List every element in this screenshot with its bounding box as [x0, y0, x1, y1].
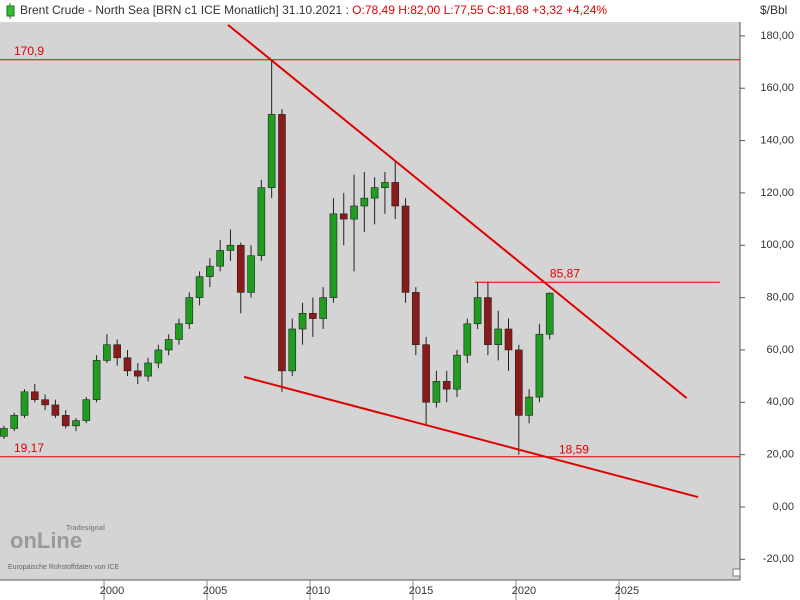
y-tick-label: 20,00 [766, 449, 794, 461]
candle-body [350, 205, 358, 220]
y-tick-label: -20,00 [763, 553, 794, 565]
candle-body [236, 244, 245, 293]
y-tick-label: 180,00 [760, 30, 794, 42]
candle-body [309, 313, 317, 319]
candle-body [92, 360, 101, 400]
candle-body [216, 250, 224, 267]
watermark-brand: Tradesignal [66, 525, 105, 532]
candle-body [113, 344, 121, 359]
trend-line [227, 24, 688, 399]
candle-body [31, 391, 39, 400]
candle-body [515, 349, 523, 416]
chart-title: Brent Crude - North Sea [BRN c1 ICE Mona… [20, 3, 349, 17]
candle-body [391, 182, 400, 207]
level-label: 18,59 [559, 442, 589, 456]
candle-body [339, 213, 348, 220]
level-label: 85,87 [550, 266, 580, 280]
candle-body [432, 381, 441, 403]
candle-body [144, 362, 152, 377]
x-tick-label: 2020 [512, 585, 536, 597]
candle-body [298, 313, 307, 330]
candle-body [453, 354, 461, 390]
candle-body [226, 244, 235, 251]
candle-body [484, 297, 492, 346]
candle-body [0, 428, 8, 437]
watermark-logo: onLine [10, 528, 82, 553]
y-unit: $/Bbl [760, 3, 787, 17]
candle-body [412, 292, 420, 346]
candle-body [103, 344, 111, 361]
candle-body [442, 381, 451, 390]
plot-area [0, 22, 740, 580]
candle-body [319, 297, 327, 319]
candle-body [257, 187, 266, 257]
y-tick-label: 40,00 [766, 396, 794, 408]
candle-body [51, 404, 60, 416]
candle-body [422, 344, 430, 403]
watermark-source: Europäische Rohstoffdaten von ICE [8, 564, 119, 571]
candle-body [154, 349, 163, 364]
candle-body [535, 333, 544, 398]
candle-body [123, 357, 132, 372]
candle-body [164, 339, 173, 351]
header: Brent Crude - North Sea [BRN c1 ICE Mona… [20, 3, 607, 17]
y-tick-label: 0,00 [773, 501, 794, 513]
watermark: Tradesignal onLine Europäische Rohstoffd… [8, 525, 119, 571]
candle-body [267, 114, 276, 188]
header-icon [6, 3, 15, 19]
candle-body [20, 391, 29, 416]
corner-button[interactable] [732, 568, 741, 577]
candle-body [463, 323, 472, 356]
candle-body [278, 114, 286, 372]
candle-body [41, 399, 49, 406]
candle-body [82, 399, 91, 421]
candle-body [545, 292, 554, 335]
candle-body [370, 187, 379, 199]
candle-body [175, 323, 183, 340]
candle-body [133, 370, 142, 377]
x-tick-label: 2010 [306, 585, 330, 597]
candle-body [473, 297, 482, 325]
candle-body [61, 415, 70, 427]
candle-body [206, 265, 214, 277]
candle-body [504, 328, 513, 351]
level-label: 170,9 [14, 44, 44, 58]
x-tick-label: 2015 [409, 585, 433, 597]
candle-body [288, 328, 297, 372]
level-label: 19,17 [14, 441, 44, 455]
candle-body [360, 197, 369, 207]
candle-body [10, 415, 19, 429]
candle-body [525, 396, 533, 416]
candle-body [381, 182, 389, 188]
y-tick-label: 100,00 [760, 239, 794, 251]
candle-body [329, 213, 338, 298]
candle-body [494, 328, 503, 346]
x-tick-label: 2025 [615, 585, 639, 597]
candle-body [401, 205, 410, 293]
y-tick-label: 80,00 [766, 292, 794, 304]
candle-body [247, 255, 255, 293]
candle-body [185, 297, 194, 325]
y-tick-label: 140,00 [760, 134, 794, 146]
trend-line [243, 375, 699, 498]
quote: O:78,49 H:82,00 L:77,55 C:81,68 +3,32 +4… [352, 3, 607, 17]
y-tick-label: 60,00 [766, 344, 794, 356]
y-tick-label: 160,00 [760, 82, 794, 94]
candle-body [72, 420, 80, 427]
candle-body [195, 276, 204, 298]
x-tick-label: 2005 [203, 585, 227, 597]
x-tick-label: 2000 [100, 585, 124, 597]
y-tick-label: 120,00 [760, 187, 794, 199]
